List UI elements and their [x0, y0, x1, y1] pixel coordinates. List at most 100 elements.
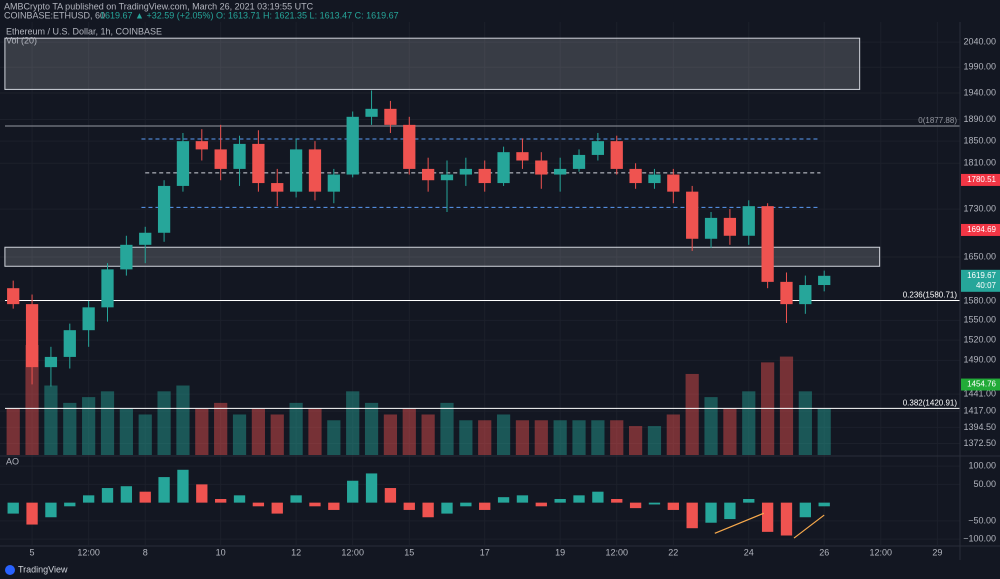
candle-body — [252, 143, 265, 184]
ao-bar — [573, 495, 585, 503]
ao-bar — [479, 502, 491, 510]
candle-body — [101, 269, 114, 308]
volume-bar — [270, 414, 284, 455]
volume-bar — [610, 420, 624, 455]
volume-bar — [195, 408, 209, 455]
ao-bar — [422, 502, 434, 518]
candle-body — [157, 185, 171, 233]
ao-bar — [120, 486, 133, 503]
candle-body — [572, 154, 586, 169]
volume-bar — [742, 391, 756, 455]
ao-bar — [215, 498, 227, 503]
volume-bar — [628, 426, 643, 455]
candle-body — [120, 244, 133, 270]
candle-body — [667, 174, 680, 192]
volume-bar — [364, 402, 379, 455]
x-tick-label: 8 — [143, 547, 148, 557]
volume-bar — [82, 397, 96, 455]
ao-bar — [667, 502, 679, 510]
x-tick-label: 12:00 — [341, 547, 364, 557]
ao-bar — [629, 502, 642, 509]
x-tick-label: 26 — [819, 547, 829, 557]
x-tick-label: 17 — [480, 547, 490, 557]
candle-body — [535, 160, 548, 175]
price-badge — [961, 173, 1000, 186]
price-badge — [961, 269, 1000, 292]
y-tick-label: 1580.00 — [963, 295, 996, 305]
publisher: AMBCrypto TA published on TradingView.co… — [4, 1, 314, 11]
y-tick-label: 1990.00 — [963, 62, 996, 72]
price-badge-label: 1780.51 — [967, 175, 996, 184]
volume-bar — [459, 420, 473, 455]
ao-bar — [705, 502, 717, 523]
candle-body — [610, 141, 623, 169]
y-tick-label: 1850.00 — [963, 136, 996, 146]
y-tick-label: 1394.50 — [963, 422, 996, 432]
ao-bar — [592, 491, 604, 503]
ao-bar — [743, 498, 755, 503]
ao-bar — [818, 502, 830, 507]
candle-body — [780, 281, 793, 305]
volume-bar — [666, 414, 680, 455]
volume-bar — [591, 420, 605, 455]
x-tick-label: 12 — [291, 547, 301, 557]
ao-title: AO — [6, 456, 19, 466]
candle-body — [7, 288, 20, 305]
y-tick-label: 50.00 — [973, 479, 996, 489]
volume-bar — [214, 402, 228, 455]
ao-bar — [177, 469, 189, 503]
chart-title: Ethereum / U.S. Dollar, 1h, COINBASE — [6, 26, 162, 36]
volume-bar — [44, 385, 58, 455]
ao-bar — [271, 502, 283, 514]
candle-body — [365, 108, 378, 117]
ao-bar — [403, 502, 415, 510]
ao-bar — [535, 502, 547, 507]
price-badge-label: 1454.76 — [967, 380, 996, 389]
countdown: 40:07 — [976, 281, 997, 290]
candle-body — [384, 108, 397, 125]
candle-body — [440, 174, 454, 181]
candle-body — [422, 168, 435, 181]
ao-bar — [196, 484, 208, 503]
volume-bar — [138, 414, 152, 455]
y-tick-label: 1441.00 — [963, 389, 996, 399]
ao-bar — [328, 502, 340, 510]
candle-body — [271, 183, 284, 192]
trendline — [714, 512, 765, 534]
ao-bar — [648, 502, 661, 505]
candle-body — [289, 149, 303, 192]
x-tick-label: 19 — [555, 547, 565, 557]
candle-body — [82, 307, 95, 331]
volume-bar — [572, 420, 586, 455]
volume-bar — [176, 385, 190, 455]
ao-bar — [384, 488, 397, 503]
ao-bar — [365, 473, 378, 503]
volume-bar — [346, 391, 360, 455]
x-tick-label: 12:00 — [605, 547, 628, 557]
y-tick-label: 1730.00 — [963, 203, 996, 213]
volume-bar — [798, 391, 812, 455]
y-tick-label: 1372.50 — [963, 438, 996, 448]
candle-body — [308, 149, 322, 192]
ao-bar — [309, 502, 321, 507]
candle-body — [139, 232, 152, 245]
ao-bar — [799, 502, 812, 518]
ao-bar — [45, 502, 57, 518]
volume-bar — [478, 420, 492, 455]
volume-bar — [817, 408, 831, 455]
ao-bar — [686, 502, 698, 529]
price-badge-label: 1694.69 — [967, 225, 996, 234]
ao-bar — [347, 480, 359, 503]
price-badge-label: 1619.67 — [967, 271, 996, 280]
volume-bar — [402, 408, 416, 455]
y-tick-label: 1650.00 — [963, 251, 996, 261]
ao-bar — [516, 495, 529, 503]
y-tick-label: 1550.00 — [963, 315, 996, 325]
y-tick-label: 2040.00 — [963, 37, 996, 47]
y-tick-label: 1490.00 — [963, 355, 996, 365]
x-tick-label: 29 — [932, 547, 942, 557]
ao-bar — [724, 502, 736, 520]
candle-body — [403, 124, 416, 169]
ao-bar — [460, 502, 472, 507]
